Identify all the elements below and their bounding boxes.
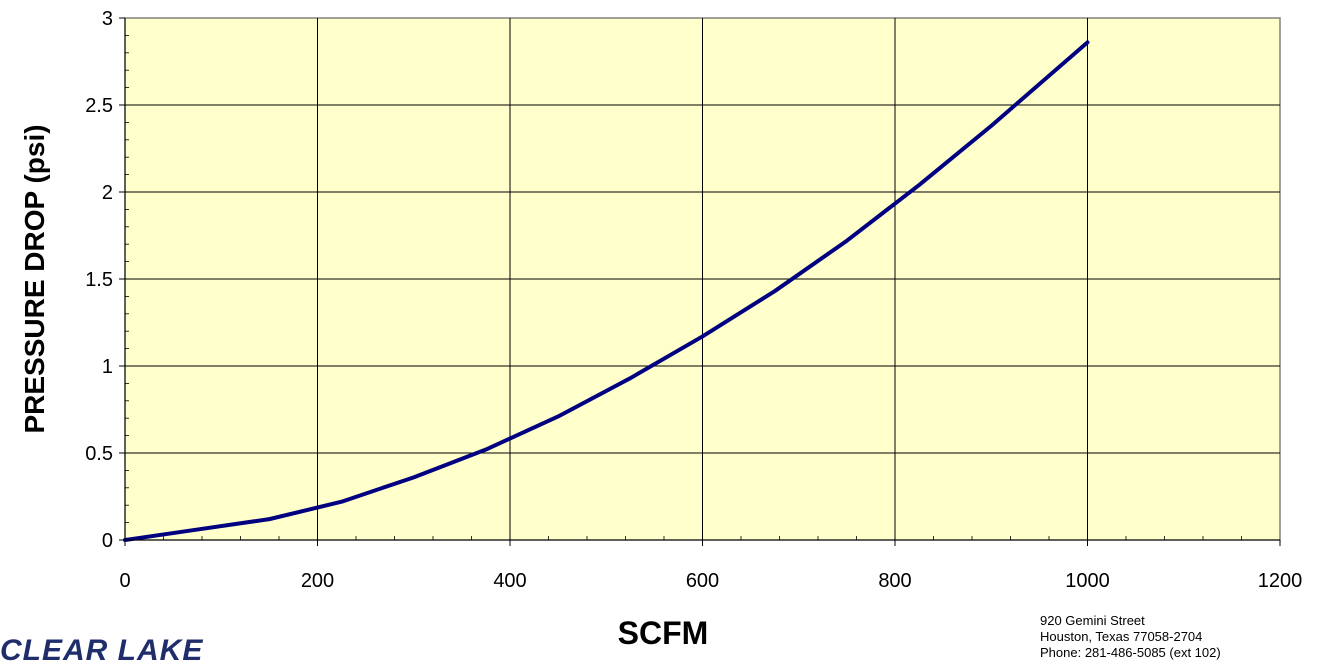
x-axis-tick-labels: 0 200 400 600 800 1000 1200 xyxy=(119,570,1302,592)
x-axis-title: SCFM xyxy=(618,615,709,651)
y-tick-label: 0 xyxy=(102,530,113,552)
y-axis-title: PRESSURE DROP (psi) xyxy=(19,124,50,433)
company-logo: CLEAR LAKE xyxy=(0,634,204,667)
series-layer xyxy=(123,40,1090,542)
y-tick-label: 1 xyxy=(102,356,113,378)
y-tick-label: 0.5 xyxy=(85,443,113,465)
x-tick-label: 400 xyxy=(493,570,526,592)
company-address: 920 Gemini Street Houston, Texas 77058-2… xyxy=(1040,613,1221,661)
y-tick-label: 3 xyxy=(102,8,113,30)
y-tick-label: 2 xyxy=(102,182,113,204)
x-tick-label: 0 xyxy=(119,570,130,592)
x-tick-label: 800 xyxy=(878,570,911,592)
x-tick-label: 1200 xyxy=(1258,570,1303,592)
x-tick-label: 1000 xyxy=(1065,570,1110,592)
x-tick-label: 200 xyxy=(301,570,334,592)
minor-ticks xyxy=(119,17,1281,546)
series-line xyxy=(123,40,1090,542)
y-tick-label: 2.5 xyxy=(85,95,113,117)
address-line-phone: Phone: 281-486-5085 (ext 102) xyxy=(1040,645,1221,660)
x-tick-label: 600 xyxy=(686,570,719,592)
address-line-street: 920 Gemini Street xyxy=(1040,613,1145,628)
address-line-city: Houston, Texas 77058-2704 xyxy=(1040,629,1203,644)
grid-lines xyxy=(125,18,1280,540)
y-axis-tick-labels: 0 0.5 1 1.5 2 2.5 3 xyxy=(85,8,113,552)
y-tick-label: 1.5 xyxy=(85,269,113,291)
